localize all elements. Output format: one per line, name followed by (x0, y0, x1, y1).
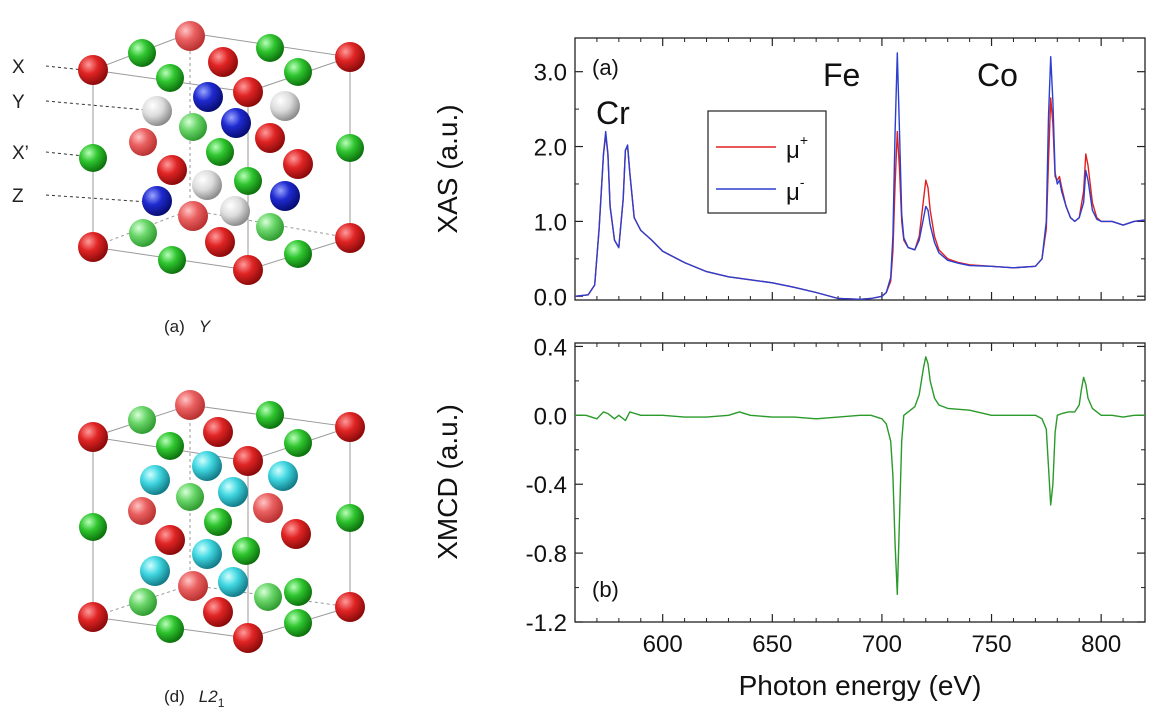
xas-ylabel: XAS (a.u.) (432, 104, 463, 233)
y-tick-label: -0.4 (526, 472, 567, 499)
y-tick-label: 0.4 (534, 334, 567, 361)
legend-label-mu-minus: μ- (786, 174, 805, 206)
site-label-z: Z (12, 186, 24, 207)
element-label-fe: Fe (823, 57, 860, 93)
x-tick-label: 800 (1081, 631, 1121, 658)
legend-box (707, 110, 827, 214)
xmcd-xlabel: Photon energy (eV) (739, 670, 982, 701)
xas-panel-label: (a) (592, 55, 619, 80)
crystal-structure-l21: (d) L21 (78, 390, 365, 710)
y-tick-label: -1.2 (526, 610, 567, 637)
site-leader-lines (45, 65, 149, 203)
xas-chart: 0.0 1.0 2.0 3.0 (a) Cr Fe Co μ+ μ- XAS (a.u… (432, 37, 1146, 311)
series-line-xmcd (575, 356, 1145, 596)
atoms-l21 (78, 390, 365, 653)
series-line-mu-plus (574, 97, 1146, 300)
xmcd-series (575, 356, 1145, 596)
x-tick-label: 750 (972, 631, 1012, 658)
caption-a: (a) Y (164, 317, 212, 336)
atoms-y (78, 21, 365, 285)
element-label-co: Co (977, 57, 1018, 93)
caption-d: (d) L21 (164, 687, 225, 710)
xmcd-plot-frame (574, 342, 1146, 623)
xmcd-ylabel: XMCD (a.u.) (432, 404, 463, 560)
y-tick-label: 1.0 (534, 209, 567, 236)
y-tick-label: 0.0 (534, 284, 567, 311)
series-line-mu-minus (574, 52, 1146, 300)
site-label-y: Y (12, 92, 25, 113)
xas-ticks: 0.0 1.0 2.0 3.0 (534, 38, 1146, 311)
legend: μ+ μ- (707, 110, 827, 214)
y-tick-label: 3.0 (534, 60, 567, 87)
y-tick-label: 2.0 (534, 135, 567, 162)
y-tick-label: -0.8 (526, 541, 567, 568)
x-tick-label: 600 (643, 631, 683, 658)
site-label-x-prime: X’ (12, 143, 29, 164)
y-tick-label: 0.0 (534, 403, 567, 430)
site-label-x: X (12, 57, 25, 78)
xmcd-panel-label: (b) (592, 577, 619, 602)
xas-series (574, 52, 1146, 300)
x-tick-label: 650 (752, 631, 792, 658)
element-label-cr: Cr (596, 95, 630, 131)
xmcd-chart: 600 650 700 750 800 0.4 0.0 -0.4 -0.8 -1.2 (b) XM… (432, 334, 1146, 701)
legend-label-mu-plus: μ+ (786, 132, 808, 164)
crystal-structure-y: X Y X’ Z (a) Y (12, 21, 365, 336)
x-tick-label: 700 (862, 631, 902, 658)
